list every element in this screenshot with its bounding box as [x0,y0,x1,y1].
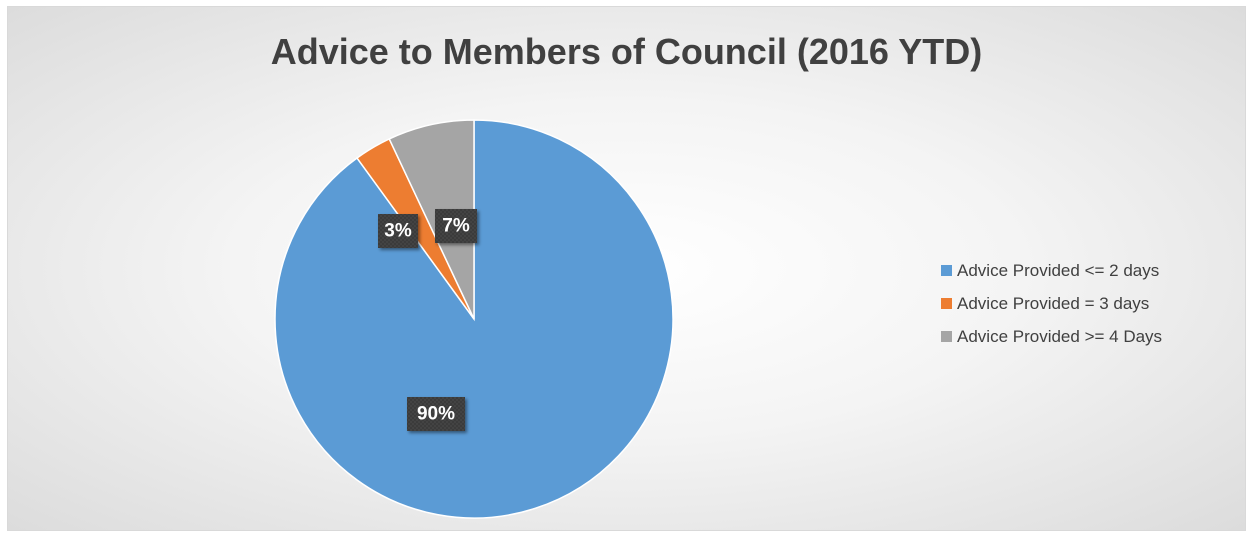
legend-item: Advice Provided = 3 days [941,287,1162,320]
legend-label: Advice Provided <= 2 days [957,260,1160,280]
data-label-text: 3% [384,221,412,242]
legend-item: Advice Provided >= 4 Days [941,320,1162,353]
legend-label: Advice Provided = 3 days [957,293,1150,313]
data-label-text: 7% [442,216,470,237]
legend-swatch [941,298,952,309]
legend-label: Advice Provided >= 4 Days [957,326,1163,346]
chart-title: Advice to Members of Council (2016 YTD) [270,31,983,72]
chart-area: Advice to Members of Council (2016 YTD) … [7,6,1246,531]
data-label-text: 90% [417,404,455,425]
data-label-box [378,214,418,248]
data-label: 3% [378,214,418,248]
data-label-box [435,209,477,243]
chart-legend: Advice Provided <= 2 days Advice Provide… [941,254,1162,353]
legend-item: Advice Provided <= 2 days [941,254,1162,287]
data-label-box [407,397,465,431]
data-label: 7% [435,209,477,243]
pie-chart: 90% 3% 7% [274,119,674,519]
data-label: 90% [407,397,465,431]
legend-swatch [941,331,952,342]
slice-ge-4-days [388,119,475,320]
legend-swatch [941,265,952,276]
